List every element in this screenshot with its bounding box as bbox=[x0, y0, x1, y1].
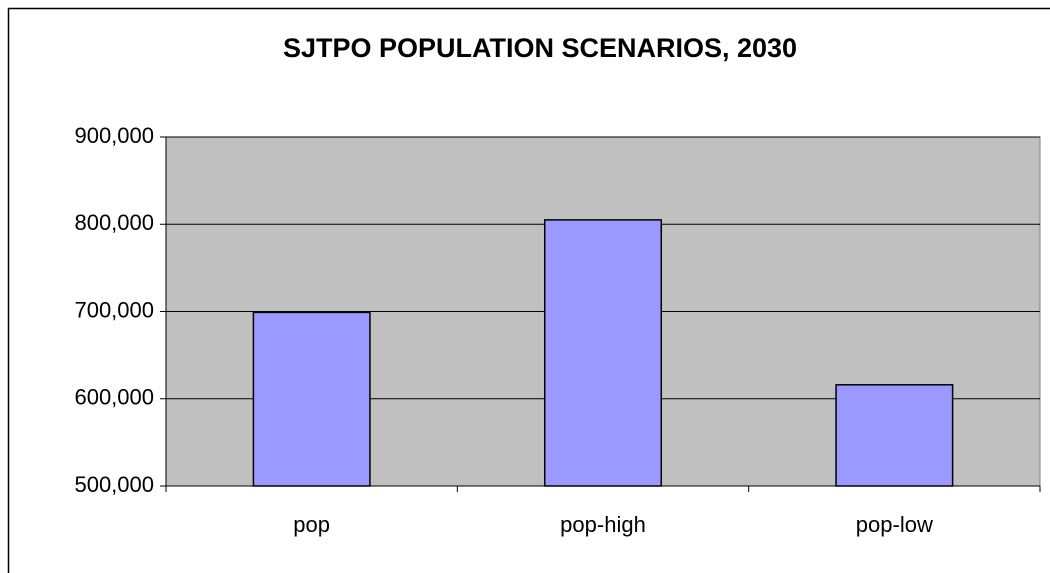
y-tick-label: 500,000 bbox=[74, 472, 154, 497]
y-tick-label: 700,000 bbox=[74, 297, 154, 322]
chart-title: SJTPO POPULATION SCENARIOS, 2030 bbox=[283, 33, 797, 63]
bar bbox=[543, 219, 663, 487]
x-tick-label: pop bbox=[293, 512, 330, 537]
bar bbox=[252, 311, 371, 487]
x-tick-label: pop-high bbox=[560, 512, 646, 537]
bar bbox=[835, 384, 954, 487]
y-tick-label: 900,000 bbox=[74, 123, 154, 148]
x-tick-label: pop-low bbox=[856, 512, 933, 537]
y-tick-label: 800,000 bbox=[74, 210, 154, 235]
y-tick-label: 600,000 bbox=[74, 385, 154, 410]
